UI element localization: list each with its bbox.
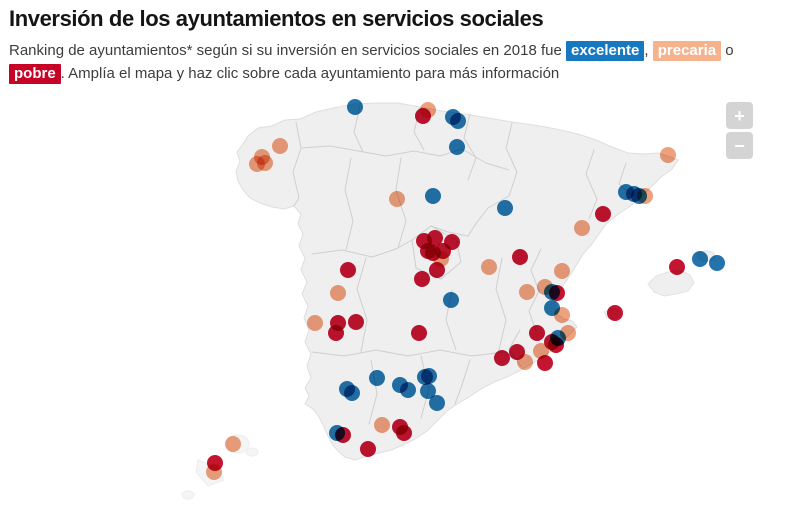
municipality-dot-excellent[interactable] <box>400 382 416 398</box>
municipality-dot-poor[interactable] <box>415 108 431 124</box>
page-title: Inversión de los ayuntamientos en servic… <box>9 6 544 31</box>
dots-layer <box>206 99 725 480</box>
subtitle-separator-1: , <box>644 42 653 59</box>
municipality-dot-precarious[interactable] <box>307 315 323 331</box>
municipality-dot-poor[interactable] <box>529 325 545 341</box>
municipality-dot-poor[interactable] <box>360 441 376 457</box>
legend-chip-precarious: precaria <box>652 41 722 61</box>
zoom-out-button[interactable]: − <box>726 132 753 159</box>
legend-chip-excellent: excelente <box>566 41 645 61</box>
legend-chip-poor: pobre <box>9 64 61 84</box>
municipality-dot-excellent[interactable] <box>347 99 363 115</box>
municipality-dot-precarious[interactable] <box>660 147 676 163</box>
municipality-dot-excellent[interactable] <box>544 284 560 300</box>
municipality-dot-precarious[interactable] <box>517 354 533 370</box>
municipality-dot-excellent[interactable] <box>443 292 459 308</box>
municipality-dot-precarious[interactable] <box>574 220 590 236</box>
municipality-dot-poor[interactable] <box>335 427 351 443</box>
province-borders <box>292 105 634 425</box>
header: Inversión de los ayuntamientos en servic… <box>0 0 780 85</box>
spain-peninsula-shape <box>235 102 679 461</box>
municipality-dot-poor[interactable] <box>669 259 685 275</box>
municipality-dot-poor[interactable] <box>427 230 443 246</box>
municipality-dot-precarious[interactable] <box>519 284 535 300</box>
municipality-dot-excellent[interactable] <box>420 383 436 399</box>
municipality-dot-poor[interactable] <box>494 350 510 366</box>
municipality-dot-precarious[interactable] <box>257 155 273 171</box>
map-description: Ranking de ayuntamientos* según si su in… <box>9 39 756 85</box>
municipality-dot-poor[interactable] <box>348 314 364 330</box>
subtitle-text-2: . Amplía el mapa y haz clic sobre cada a… <box>60 65 560 82</box>
municipality-dot-precarious[interactable] <box>481 259 497 275</box>
municipality-dot-precarious[interactable] <box>272 138 288 154</box>
subtitle-text-1: Ranking de ayuntamientos* según si su in… <box>9 42 566 59</box>
mallorca-island <box>647 269 695 297</box>
municipality-dot-poor[interactable] <box>537 355 553 371</box>
municipality-dot-precarious[interactable] <box>225 436 241 452</box>
municipality-dot-excellent[interactable] <box>429 395 445 411</box>
municipality-dot-excellent[interactable] <box>450 113 466 129</box>
municipality-dot-excellent[interactable] <box>449 139 465 155</box>
municipality-dot-poor[interactable] <box>411 325 427 341</box>
municipality-dot-poor[interactable] <box>340 262 356 278</box>
municipality-dot-precarious[interactable] <box>554 307 570 323</box>
municipality-dot-poor[interactable] <box>595 206 611 222</box>
municipality-dot-poor[interactable] <box>548 337 564 353</box>
municipality-dot-poor[interactable] <box>396 425 412 441</box>
municipality-dot-excellent[interactable] <box>369 370 385 386</box>
municipality-dot-poor[interactable] <box>429 262 445 278</box>
municipality-dot-precarious[interactable] <box>637 188 653 204</box>
municipality-dot-excellent[interactable] <box>425 188 441 204</box>
municipality-dot-poor[interactable] <box>512 249 528 265</box>
municipality-dot-poor[interactable] <box>328 325 344 341</box>
municipality-dot-excellent[interactable] <box>421 368 437 384</box>
municipality-dot-excellent[interactable] <box>497 200 513 216</box>
municipality-dot-precarious[interactable] <box>206 464 222 480</box>
municipality-dot-excellent[interactable] <box>344 385 360 401</box>
zoom-in-button[interactable]: + <box>726 102 753 129</box>
municipality-dot-excellent[interactable] <box>692 251 708 267</box>
municipality-dot-precarious[interactable] <box>554 263 570 279</box>
municipality-dot-precarious[interactable] <box>374 417 390 433</box>
municipality-dot-poor[interactable] <box>607 305 623 321</box>
subtitle-separator-2: o <box>721 42 734 59</box>
municipality-dot-precarious[interactable] <box>330 285 346 301</box>
municipality-dot-poor[interactable] <box>414 271 430 287</box>
municipality-dot-excellent[interactable] <box>709 255 725 271</box>
municipality-dot-precarious[interactable] <box>389 191 405 207</box>
